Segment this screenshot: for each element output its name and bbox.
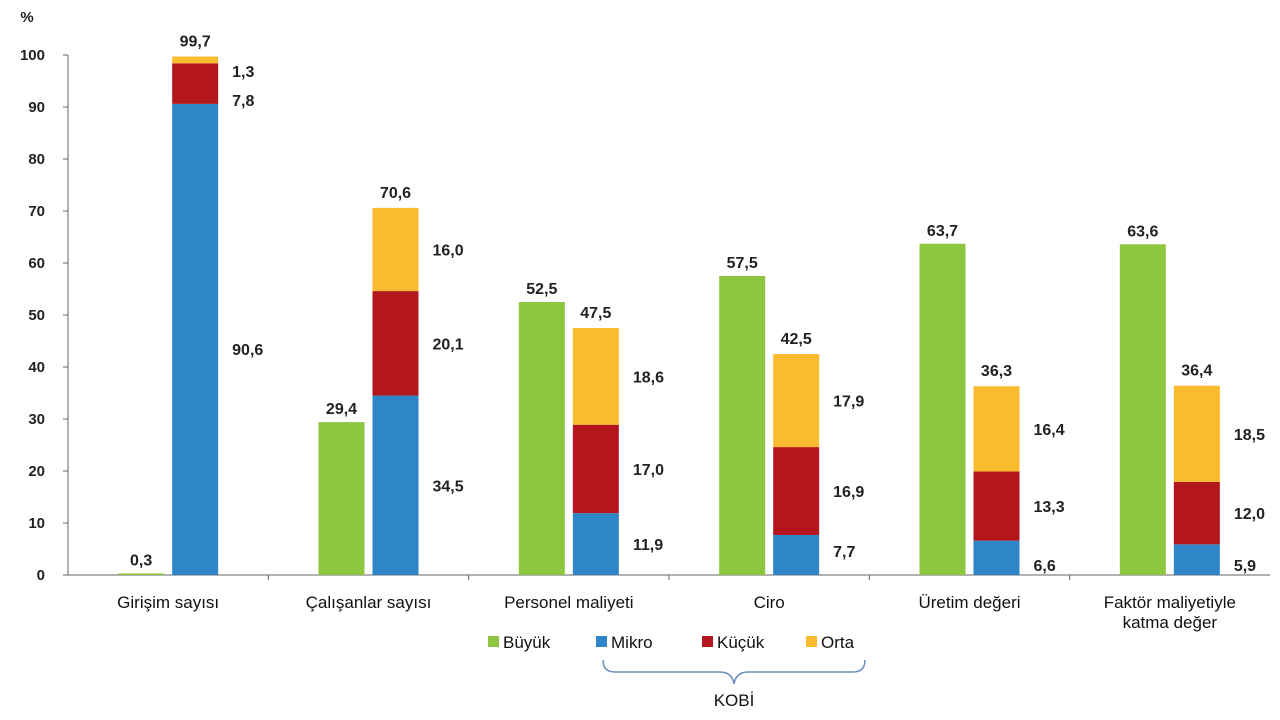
bar-segment-mikro — [1173, 544, 1220, 575]
data-label-buyuk: 0,3 — [130, 552, 152, 569]
y-axis-label: % — [20, 9, 33, 26]
category-label: Girişim sayısı — [117, 593, 219, 612]
y-tick-label: 60 — [28, 255, 45, 272]
data-label-kucuk: 12,0 — [1234, 506, 1265, 523]
data-label-mikro: 6,6 — [1034, 558, 1056, 575]
bar-segment-orta — [572, 328, 619, 425]
data-label-kucuk: 7,8 — [232, 93, 254, 110]
category-label: Faktör maliyetiyle — [1104, 593, 1236, 612]
bar-segment-kucuk — [572, 424, 619, 514]
bar-segment-kucuk — [1173, 481, 1220, 545]
bar-segment-mikro — [973, 540, 1020, 575]
data-label-orta: 17,9 — [833, 394, 864, 411]
data-label-kucuk: 16,9 — [833, 484, 864, 501]
data-label-orta: 18,5 — [1234, 427, 1265, 444]
y-tick-label: 70 — [28, 203, 45, 220]
legend-swatch — [806, 636, 817, 647]
bar-segment-orta — [1173, 385, 1220, 482]
data-label-kobi-total: 99,7 — [180, 34, 211, 51]
legend-swatch — [488, 636, 499, 647]
x-axis — [68, 574, 1270, 580]
data-label-mikro: 5,9 — [1234, 558, 1256, 575]
bar-segment-orta — [372, 207, 419, 292]
category-label: Üretim değeri — [918, 593, 1020, 612]
y-tick-label: 20 — [28, 463, 45, 480]
bar-segment-orta — [973, 386, 1020, 472]
data-label-buyuk: 63,7 — [927, 223, 958, 240]
data-label-mikro: 7,7 — [833, 544, 855, 561]
data-label-orta: 18,6 — [633, 369, 664, 386]
category-labels: Girişim sayısı Çalışanlar sayısı Personel … — [117, 593, 1236, 632]
data-label-kucuk: 20,1 — [433, 336, 464, 353]
bar-buyuk — [919, 243, 966, 575]
data-label-mikro: 90,6 — [232, 342, 263, 359]
legend-label: Büyük — [503, 633, 551, 652]
bar-buyuk — [318, 422, 365, 575]
data-label-kobi-total: 36,4 — [1181, 363, 1212, 380]
legend-label: Mikro — [611, 633, 653, 652]
y-tick-label: 50 — [28, 307, 45, 324]
data-label-buyuk: 63,6 — [1127, 223, 1158, 240]
bar-segment-mikro — [773, 534, 820, 575]
data-labels: 0,3 90,6 7,8 1,3 99,7 29,4 34,5 20,1 16,0 70,6 52,… — [130, 34, 1265, 575]
legend-label: Küçük — [717, 633, 765, 652]
bar-segment-mikro — [172, 103, 219, 575]
kobi-bracket — [602, 659, 866, 685]
data-label-buyuk: 57,5 — [727, 255, 758, 272]
category-label: Çalışanlar sayısı — [306, 593, 432, 612]
bar-segment-kucuk — [172, 63, 219, 104]
data-label-kobi-total: 47,5 — [580, 305, 611, 322]
legend-swatch — [596, 636, 607, 647]
y-tick-label: 30 — [28, 411, 45, 428]
data-label-kobi-total: 42,5 — [781, 331, 812, 348]
kobi-group-label: KOBİ — [714, 691, 755, 710]
y-tick-label: 0 — [37, 567, 45, 584]
bar-buyuk — [118, 573, 165, 575]
legend-label: Orta — [821, 633, 855, 652]
bar-segment-mikro — [372, 395, 419, 575]
y-axis: 0 10 20 30 40 50 60 70 80 90 100 — [20, 47, 69, 584]
data-label-orta: 16,4 — [1034, 422, 1065, 439]
category-label: Personel maliyeti — [504, 593, 633, 612]
data-label-kucuk: 13,3 — [1034, 499, 1065, 516]
bar-segment-kucuk — [973, 471, 1020, 541]
bar-buyuk — [1119, 244, 1166, 575]
data-label-buyuk: 29,4 — [326, 401, 357, 418]
y-tick-label: 90 — [28, 99, 45, 116]
bar-buyuk — [719, 276, 766, 575]
y-tick-label: 80 — [28, 151, 45, 168]
category-label: Ciro — [754, 593, 785, 612]
bar-buyuk — [518, 302, 565, 575]
bar-segment-mikro — [572, 513, 619, 575]
y-tick-label: 10 — [28, 515, 45, 532]
data-label-buyuk: 52,5 — [526, 281, 557, 298]
bar-segment-kucuk — [372, 291, 419, 396]
legend: Büyük Mikro Küçük Orta — [488, 633, 855, 652]
legend-swatch — [702, 636, 713, 647]
bar-segment-kucuk — [773, 447, 820, 535]
data-label-kobi-total: 36,3 — [981, 363, 1012, 380]
y-tick-label: 40 — [28, 359, 45, 376]
bar-segment-orta — [773, 354, 820, 448]
bars — [118, 56, 1220, 575]
y-tick-label: 100 — [20, 47, 45, 64]
bar-segment-orta — [172, 56, 219, 64]
category-label: katma değer — [1123, 613, 1218, 632]
data-label-kobi-total: 70,6 — [380, 185, 411, 202]
data-label-kucuk: 17,0 — [633, 462, 664, 479]
data-label-orta: 16,0 — [433, 242, 464, 259]
data-label-orta: 1,3 — [232, 64, 254, 81]
data-label-mikro: 11,9 — [633, 537, 663, 554]
data-label-mikro: 34,5 — [433, 478, 464, 495]
